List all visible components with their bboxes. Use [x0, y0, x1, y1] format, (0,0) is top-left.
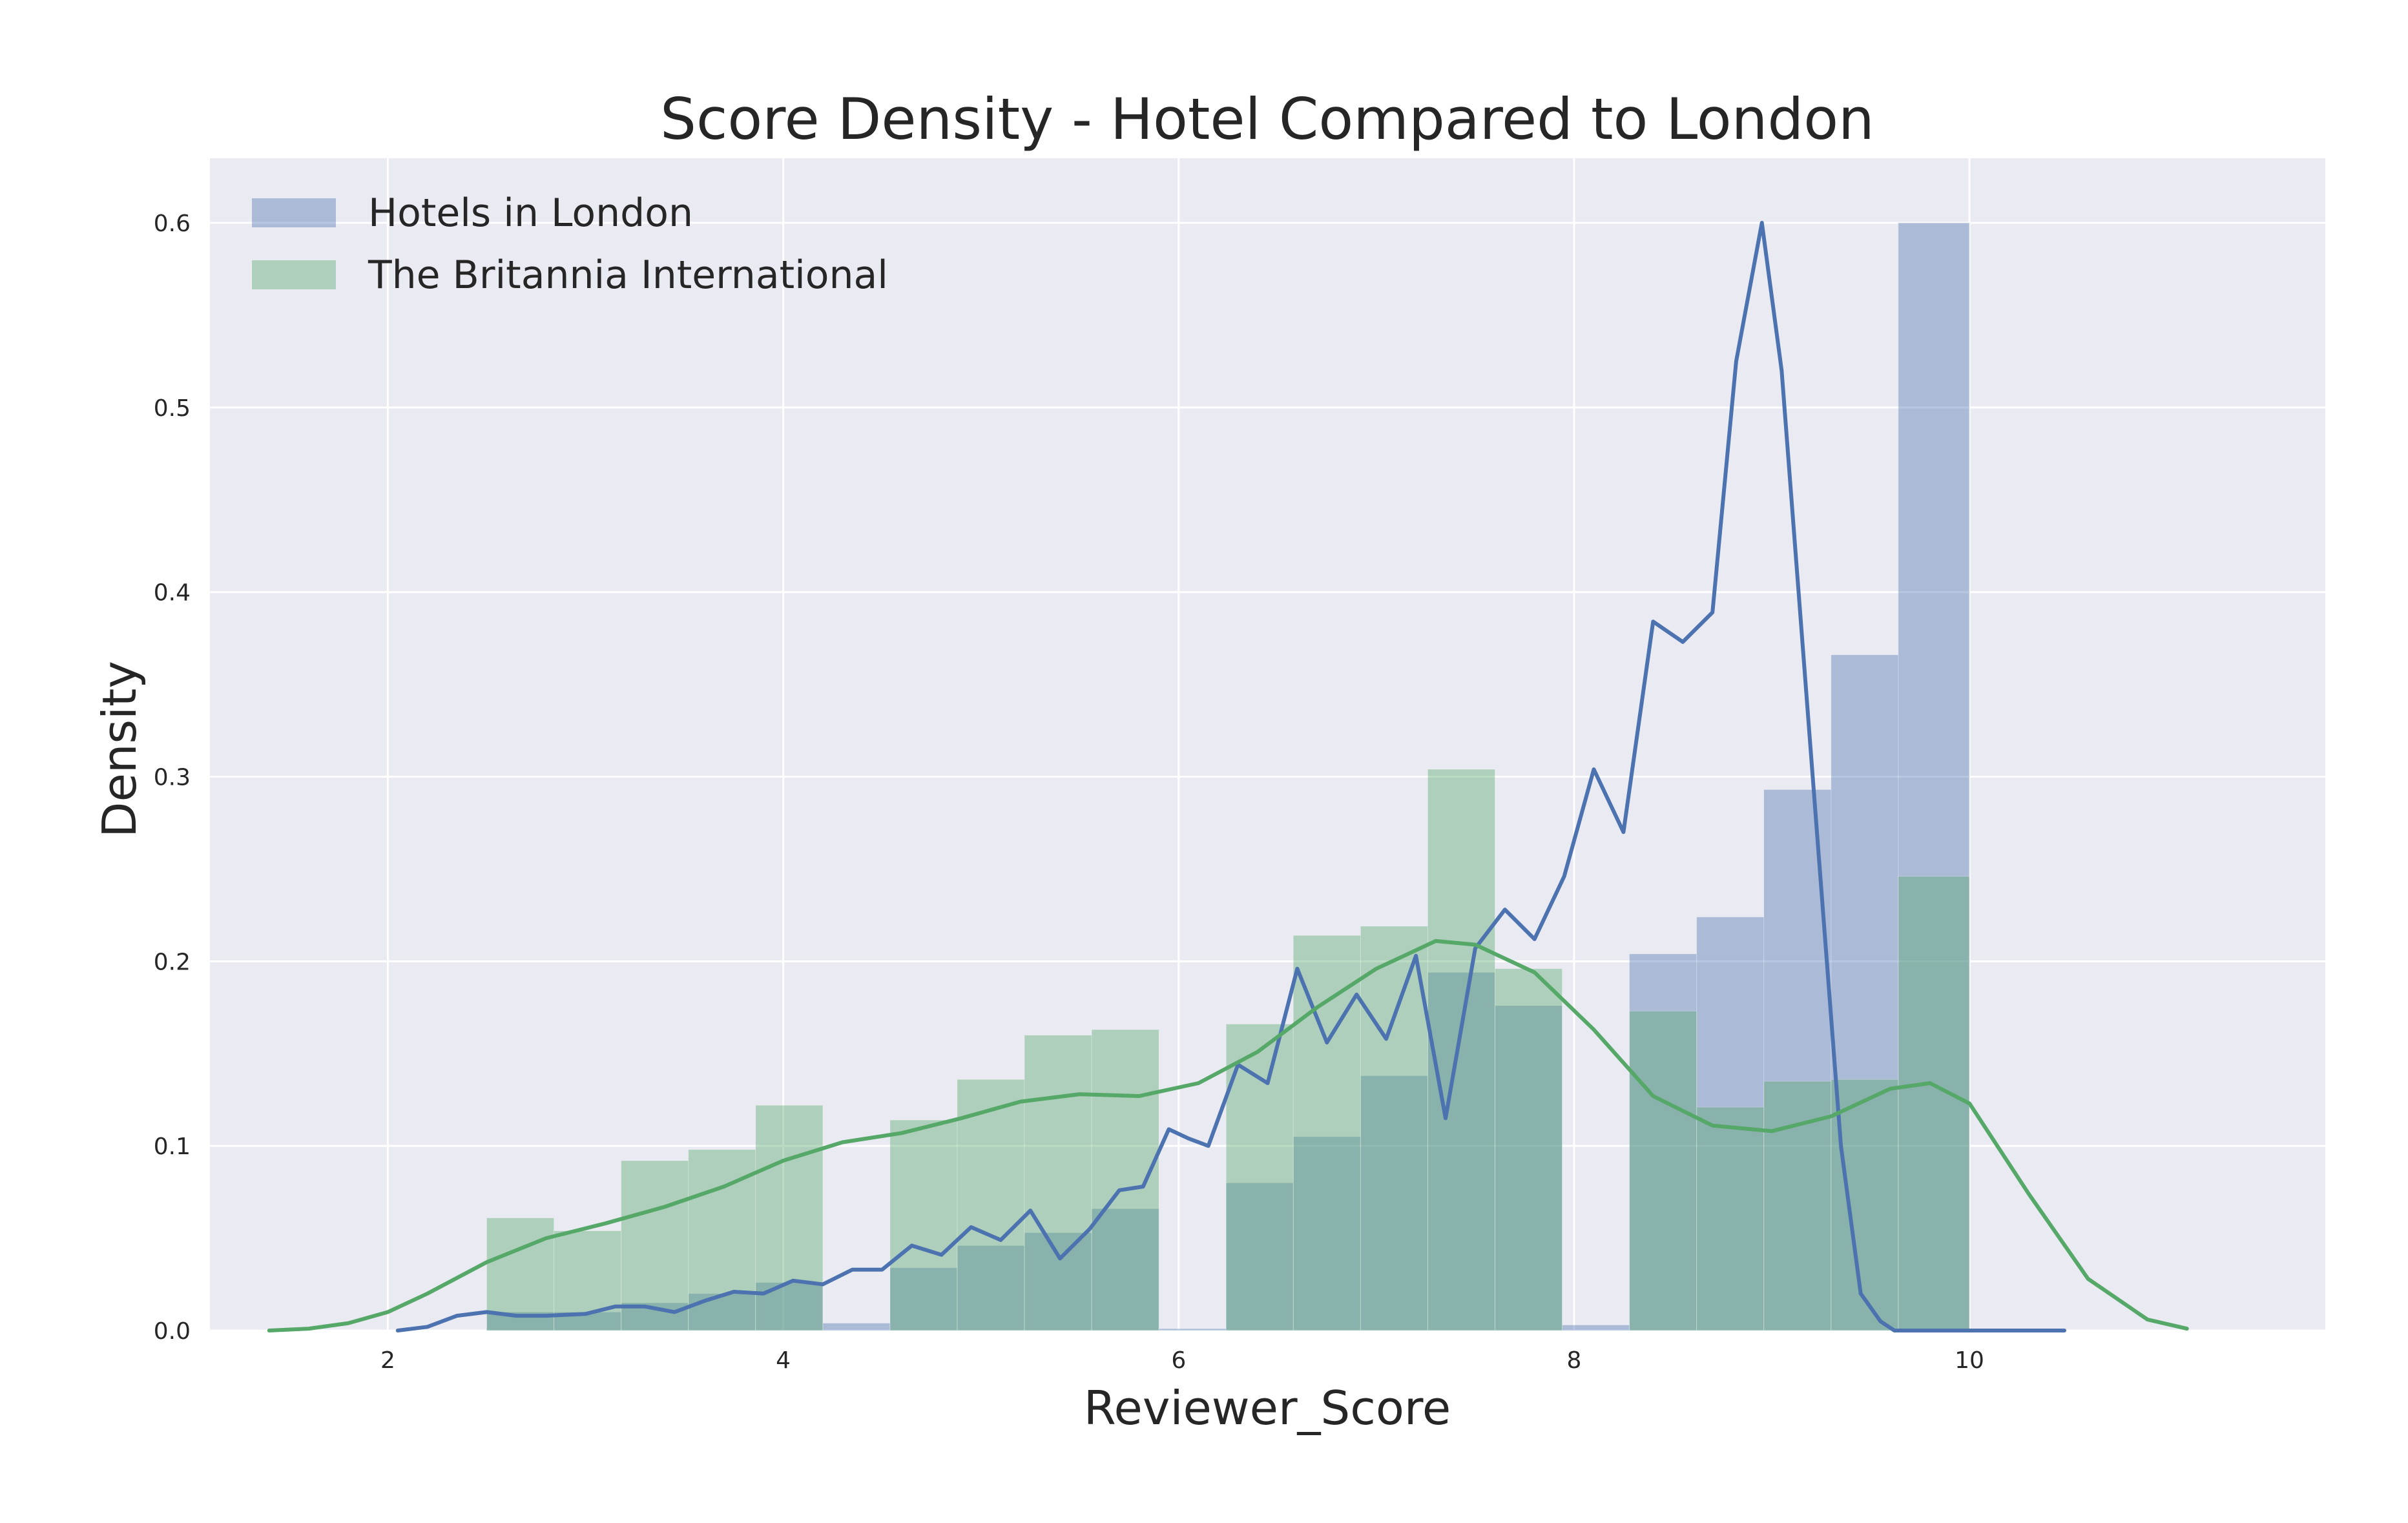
histogram-bars [486, 222, 1970, 1331]
histogram-bar-series-1 [1898, 876, 1970, 1331]
kde-curve-series-0 [395, 221, 2066, 1332]
histogram-bar-series-0 [1494, 1005, 1563, 1331]
legend-label-hotels-in-london: Hotels in London [368, 191, 693, 236]
histogram-bar-series-1 [1225, 1024, 1294, 1331]
chart-title: Score Density - Hotel Compared to London [660, 86, 1874, 152]
legend-swatch-britannia-international [252, 260, 336, 289]
histogram-bar-series-0 [957, 1245, 1025, 1331]
kde-curves [267, 221, 2189, 1332]
grid-lines [210, 158, 2325, 1332]
x-tick-label: 2 [380, 1347, 395, 1374]
histogram-bar-series-0 [1831, 654, 1899, 1331]
x-tick-label: 10 [1955, 1347, 1984, 1374]
histogram-bar-series-0 [688, 1293, 756, 1331]
histogram-bar-series-1 [889, 1119, 958, 1331]
histogram-bar-series-0 [1292, 1136, 1361, 1331]
x-axis-label: Reviewer_Score [1084, 1381, 1451, 1435]
histogram-bar-series-1 [1024, 1035, 1092, 1331]
histogram-bar-series-1 [688, 1149, 756, 1331]
histogram-bar-series-1 [1629, 1011, 1697, 1331]
histogram-bar-series-0 [1898, 222, 1970, 1331]
y-tick-label: 0.4 [154, 580, 191, 606]
y-tick-label: 0.6 [154, 211, 191, 237]
histogram-bar-series-0 [1629, 953, 1697, 1331]
histogram-bar-series-0 [1158, 1328, 1227, 1331]
histogram-bar-series-0 [1091, 1208, 1159, 1331]
y-tick-label: 0.0 [154, 1318, 191, 1345]
histogram-bar-series-1 [755, 1104, 824, 1331]
y-tick-label: 0.3 [154, 765, 191, 791]
y-axis-label: Density [92, 661, 147, 838]
x-tick-label: 4 [776, 1347, 791, 1374]
histogram-bar-series-0 [822, 1323, 891, 1331]
histogram-bar-series-0 [1562, 1324, 1630, 1331]
y-tick-labels: 0.0 0.1 0.2 0.3 0.4 0.5 0.6 [154, 211, 191, 1345]
legend: Hotels in London The Britannia Internati… [252, 191, 888, 298]
y-tick-label: 0.1 [154, 1134, 191, 1160]
histogram-bar-series-1 [1360, 926, 1428, 1331]
histogram-bar-series-1 [1427, 769, 1495, 1331]
histogram-bar-series-0 [1225, 1182, 1294, 1331]
histogram-bar-series-1 [957, 1079, 1025, 1331]
x-tick-label: 8 [1566, 1347, 1581, 1374]
legend-swatch-hotels-in-london [252, 198, 336, 227]
histogram-bar-series-1 [1494, 968, 1563, 1331]
legend-label-britannia-international: The Britannia International [368, 253, 888, 298]
histogram-bar-series-1 [1696, 1106, 1765, 1331]
x-tick-labels: 2 4 6 8 10 [380, 1347, 1984, 1374]
x-tick-label: 6 [1171, 1347, 1186, 1374]
plot-area [210, 158, 2325, 1331]
histogram-bar-series-0 [1360, 1075, 1428, 1331]
y-tick-label: 0.2 [154, 949, 191, 975]
histogram-bar-series-1 [621, 1160, 689, 1331]
histogram-bar-series-1 [1091, 1029, 1159, 1331]
histogram-bar-series-0 [1024, 1232, 1092, 1331]
kde-curve-series-1 [267, 938, 2189, 1332]
histogram-bar-series-1 [1831, 1079, 1899, 1331]
histogram-bar-series-0 [889, 1267, 958, 1331]
histogram-bar-series-1 [1292, 935, 1361, 1331]
y-tick-label: 0.5 [154, 395, 191, 422]
